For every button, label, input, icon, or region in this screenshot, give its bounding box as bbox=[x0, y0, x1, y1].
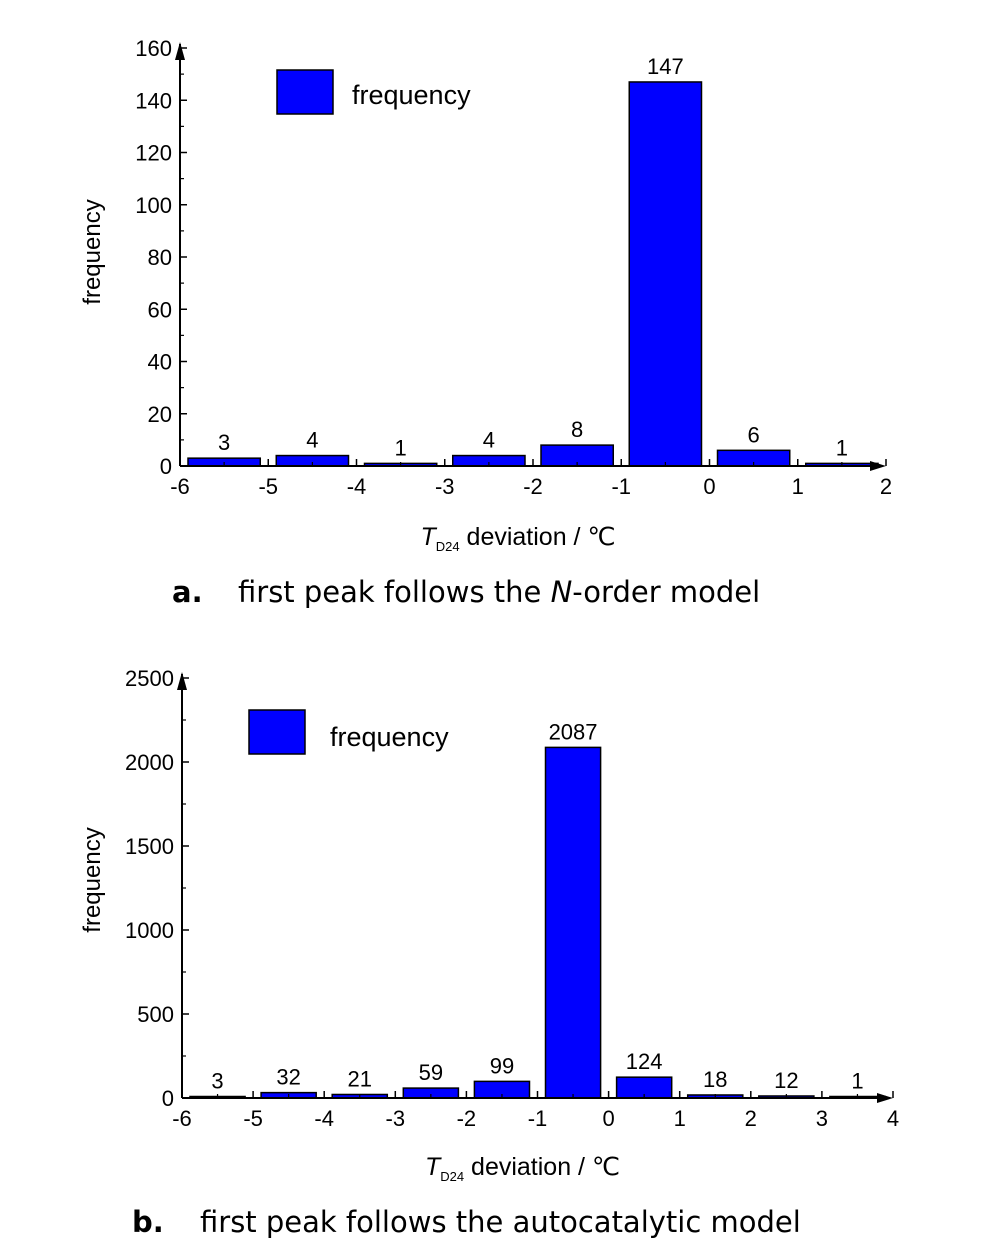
chart-a-y-axis-label: frequency bbox=[79, 199, 106, 304]
chart-a-x-tick-label-8: 2 bbox=[880, 474, 892, 499]
chart-b-bar-value-9: 1 bbox=[851, 1069, 863, 1094]
chart-b-y-tick-label-4: 2000 bbox=[125, 750, 174, 775]
chart-a-bar-value-0: 3 bbox=[218, 430, 230, 455]
chart-a-bar-value-4: 8 bbox=[571, 417, 583, 442]
chart-b-bar-value-7: 18 bbox=[703, 1067, 727, 1092]
chart-b-x-tick-label-9: 3 bbox=[816, 1106, 828, 1131]
chart-b-bar-value-1: 32 bbox=[276, 1065, 300, 1090]
chart-b-x-tick-label-3: -3 bbox=[386, 1106, 406, 1131]
chart-b-x-tick-label-5: -1 bbox=[528, 1106, 548, 1131]
chart-a-x-tick-label-3: -3 bbox=[435, 474, 455, 499]
chart-a-x-axis-label: TD24 deviation / ℃ bbox=[420, 523, 615, 554]
chart-b-x-tick-label-8: 2 bbox=[745, 1106, 757, 1131]
chart-a-caption-text: first peak follows the N-order model bbox=[238, 575, 760, 609]
chart-b-y-axis-arrow bbox=[177, 672, 187, 690]
chart-a-x-tick-label-4: -2 bbox=[523, 474, 543, 499]
chart-b-caption-text: first peak follows the autocatalytic mod… bbox=[200, 1205, 801, 1239]
chart-a-y-tick-label-1: 20 bbox=[148, 402, 172, 427]
chart-b-x-tick-label-1: -5 bbox=[243, 1106, 263, 1131]
chart-a-bar-value-5: 147 bbox=[647, 54, 684, 79]
chart-a-bar-5 bbox=[628, 81, 703, 467]
chart-a-legend-label: frequency bbox=[352, 80, 471, 110]
chart-a-y-tick-label-3: 60 bbox=[148, 297, 172, 322]
chart-b-x-tick-label-6: 0 bbox=[602, 1106, 614, 1131]
chart-a-x-tick-label-7: 1 bbox=[792, 474, 804, 499]
chart-a-bar-value-2: 1 bbox=[395, 435, 407, 460]
chart-a-x-tick-label-6: 0 bbox=[703, 474, 715, 499]
chart-a-caption-letter: a. bbox=[172, 575, 203, 609]
chart-b-x-axis-arrow bbox=[877, 1093, 893, 1103]
chart-b-bar-value-2: 21 bbox=[348, 1066, 372, 1091]
chart-a-y-tick-label-4: 80 bbox=[148, 245, 172, 270]
chart-b-y-tick-label-2: 1000 bbox=[125, 918, 174, 943]
chart-a-x-axis-arrow bbox=[870, 461, 886, 471]
chart-a-y-tick-label-5: 100 bbox=[135, 193, 172, 218]
chart-a-x-tick-label-2: -4 bbox=[347, 474, 367, 499]
chart-b-bar-value-0: 3 bbox=[211, 1069, 223, 1094]
chart-b-x-tick-label-4: -2 bbox=[457, 1106, 477, 1131]
chart-a-y-tick-label-7: 140 bbox=[135, 88, 172, 113]
chart-b-bar-5 bbox=[544, 746, 602, 1099]
chart-b-bar-value-4: 99 bbox=[490, 1053, 514, 1078]
chart-a-y-tick-label-0: 0 bbox=[160, 454, 172, 479]
chart-a-y-tick-label-6: 120 bbox=[135, 141, 172, 166]
chart-a-y-tick-label-2: 40 bbox=[148, 350, 172, 375]
chart-b-x-tick-label-10: 4 bbox=[887, 1106, 899, 1131]
chart-a-y-tick-label-8: 160 bbox=[135, 36, 172, 61]
chart-b-bar-value-8: 12 bbox=[774, 1068, 798, 1093]
chart-b-caption-letter: b. bbox=[132, 1205, 164, 1239]
chart-a-bar-value-6: 6 bbox=[748, 422, 760, 447]
chart-b-y-tick-label-0: 0 bbox=[162, 1086, 174, 1111]
chart-b-x-tick-label-2: -4 bbox=[314, 1106, 334, 1131]
chart-b-legend-label: frequency bbox=[330, 722, 449, 752]
chart-a-legend-swatch bbox=[276, 69, 334, 115]
chart-b-bar-value-6: 124 bbox=[626, 1049, 663, 1074]
chart-a-bar-value-7: 1 bbox=[836, 435, 848, 460]
chart-b-x-tick-label-7: 1 bbox=[674, 1106, 686, 1131]
chart-b-y-tick-label-5: 2500 bbox=[125, 666, 174, 691]
chart-a-x-tick-label-5: -1 bbox=[611, 474, 631, 499]
chart-b-x-tick-label-0: -6 bbox=[172, 1106, 192, 1131]
chart-b-bar-value-3: 59 bbox=[419, 1060, 443, 1085]
chart-b-bar-value-5: 2087 bbox=[549, 719, 598, 744]
chart-a-x-tick-label-1: -5 bbox=[258, 474, 278, 499]
chart-a-bar-value-3: 4 bbox=[483, 428, 495, 453]
chart-a-bar-value-1: 4 bbox=[306, 428, 318, 453]
chart-b-legend-swatch bbox=[248, 709, 306, 755]
chart-b-x-axis-label: TD24 deviation / ℃ bbox=[425, 1153, 620, 1184]
chart-a-x-tick-label-0: -6 bbox=[170, 474, 190, 499]
chart-a-y-axis-arrow bbox=[175, 42, 185, 60]
chart-b-y-tick-label-1: 500 bbox=[137, 1002, 174, 1027]
chart-b-y-tick-label-3: 1500 bbox=[125, 834, 174, 859]
chart-b-y-axis-label: frequency bbox=[79, 827, 106, 932]
